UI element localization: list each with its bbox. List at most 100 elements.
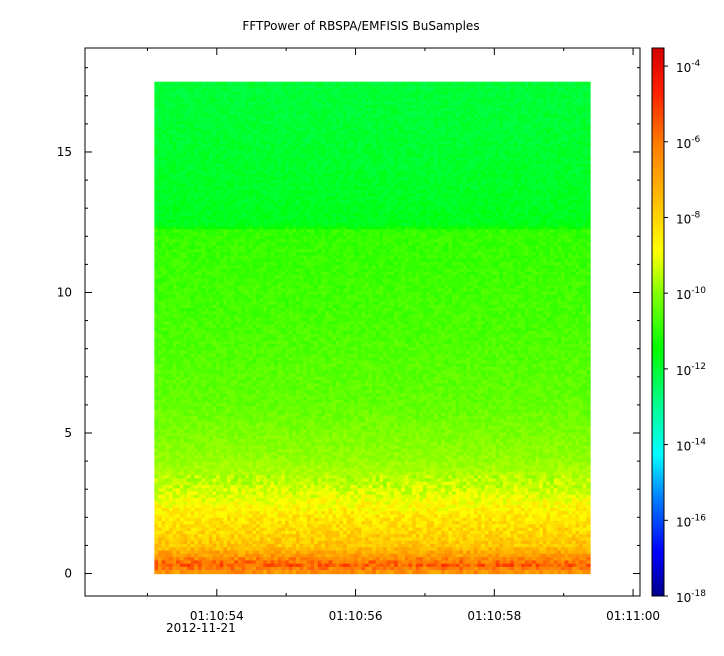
heatmap-cell	[234, 81, 239, 86]
heatmap-cell	[452, 81, 457, 86]
heatmap-cell	[205, 81, 210, 86]
heatmap-cell	[386, 91, 391, 96]
heatmap-cell	[364, 85, 370, 89]
heatmap-cell	[579, 91, 584, 96]
heatmap-cell	[183, 81, 188, 86]
heatmap-cell	[321, 98, 326, 102]
heatmap-cell	[394, 94, 399, 99]
heatmap-cell	[528, 81, 533, 86]
heatmap-cell	[455, 88, 460, 93]
heatmap-cell	[401, 85, 406, 89]
heatmap-cell	[288, 94, 293, 99]
heatmap-cell	[386, 98, 391, 102]
heatmap-cell	[361, 98, 366, 102]
heatmap-cell	[495, 91, 500, 96]
heatmap-cell	[179, 85, 185, 89]
heatmap-cell	[386, 85, 391, 89]
heatmap-cell	[241, 85, 246, 89]
heatmap-cell	[571, 85, 577, 89]
heatmap-cell	[314, 94, 319, 99]
heatmap-cell	[466, 81, 471, 86]
heatmap-cell	[179, 98, 185, 102]
heatmap-cell	[248, 91, 253, 96]
heatmap-cell	[510, 81, 515, 86]
heatmap-cell	[187, 88, 192, 93]
heatmap-cell	[190, 85, 195, 89]
heatmap-cell	[259, 98, 264, 102]
spectrogram-heatmap	[154, 81, 591, 575]
heatmap-cell	[335, 91, 341, 96]
heatmap-cell	[528, 98, 533, 102]
heatmap-cell	[488, 85, 493, 89]
heatmap-cell	[281, 85, 286, 89]
heatmap-cell	[172, 88, 177, 93]
heatmap-cell	[473, 91, 479, 96]
heatmap-cell	[292, 91, 297, 96]
heatmap-cell	[368, 98, 373, 102]
heatmap-cell	[274, 94, 279, 99]
heatmap-cell	[586, 94, 591, 99]
heatmap-cell	[568, 94, 573, 99]
heatmap-cell	[339, 98, 344, 102]
heatmap-cell	[354, 98, 359, 102]
heatmap-cell	[539, 91, 544, 96]
heatmap-cell	[383, 88, 388, 93]
heatmap-cell	[368, 91, 373, 96]
heatmap-cell	[441, 91, 446, 96]
heatmap-cell	[521, 98, 526, 102]
heatmap-cell	[386, 88, 391, 93]
heatmap-cell	[535, 94, 540, 99]
heatmap-cell	[499, 91, 504, 96]
heatmap-cell	[495, 81, 500, 86]
heatmap-cell	[176, 94, 181, 99]
heatmap-cell	[197, 91, 203, 96]
heatmap-cell	[277, 81, 283, 86]
heatmap-cell	[252, 94, 257, 99]
heatmap-cell	[248, 88, 253, 93]
heatmap-cell	[219, 91, 224, 96]
heatmap-cell	[194, 81, 199, 86]
heatmap-cell	[208, 88, 214, 93]
heatmap-cell	[274, 91, 279, 96]
heatmap-cell	[502, 91, 508, 96]
heatmap-cell	[226, 98, 232, 102]
heatmap-cell	[375, 98, 381, 102]
heatmap-cell	[506, 94, 511, 99]
heatmap-cell	[542, 81, 548, 86]
heatmap-cell	[194, 98, 199, 102]
heatmap-cell	[513, 94, 519, 99]
heatmap-cell	[419, 85, 424, 89]
heatmap-cell	[190, 94, 195, 99]
heatmap-cell	[288, 85, 293, 89]
heatmap-cell	[357, 94, 362, 99]
heatmap-cell	[394, 88, 399, 93]
heatmap-cell	[354, 91, 359, 96]
heatmap-cell	[168, 91, 174, 96]
heatmap-cell	[176, 88, 181, 93]
heatmap-cell	[397, 85, 402, 89]
heatmap-cell	[521, 91, 526, 96]
heatmap-cell	[245, 85, 250, 89]
heatmap-cell	[575, 81, 580, 86]
heatmap-cell	[230, 98, 235, 102]
heatmap-cell	[241, 88, 246, 93]
heatmap-cell	[230, 81, 235, 86]
heatmap-cell	[346, 85, 352, 89]
heatmap-cell	[364, 81, 370, 86]
heatmap-cell	[415, 98, 421, 102]
heatmap-cell	[332, 98, 337, 102]
heatmap-cell	[295, 94, 301, 99]
heatmap-cell	[364, 88, 370, 93]
heatmap-cell	[165, 85, 170, 89]
heatmap-cell	[154, 98, 159, 102]
heatmap-cell	[379, 94, 384, 99]
heatmap-cell	[256, 85, 261, 89]
heatmap-cell	[328, 91, 333, 96]
heatmap-cell	[165, 98, 170, 102]
heatmap-cell	[459, 91, 464, 96]
heatmap-cell	[234, 91, 239, 96]
heatmap-cell	[423, 91, 428, 96]
heatmap-cell	[205, 88, 210, 93]
heatmap-cell	[550, 81, 555, 86]
heatmap-cell	[194, 91, 199, 96]
